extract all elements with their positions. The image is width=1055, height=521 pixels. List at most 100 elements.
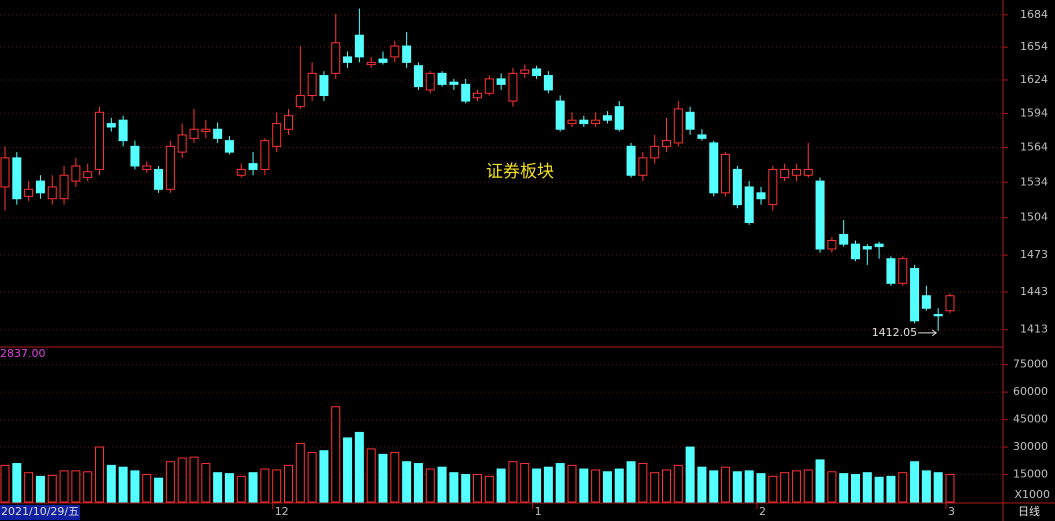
y-tick-label: 1534 [1020,175,1048,188]
date-highlight [0,505,80,520]
volume-bar [780,472,790,503]
volume-bar [130,470,140,503]
y-tick-label: 75000 [1013,358,1048,371]
candle-body [626,145,636,176]
volume-bar [307,452,317,503]
volume-bar [154,477,164,503]
candle-body [721,153,731,194]
volume-bar [921,470,931,503]
candle-body [83,171,93,179]
volume-bar [910,461,920,503]
candle-body [189,128,199,139]
volume-bar [685,446,695,503]
volume-bar [886,475,896,503]
volume-bar [827,471,837,503]
candle-body [106,123,116,128]
volume-bar [425,468,435,503]
volume-bar [83,471,93,503]
candle-body [473,92,482,99]
annotation: 1412.05 [872,326,918,339]
candle-body [910,268,920,322]
candle-body [236,168,246,176]
volume-bar [744,470,754,503]
candle-body [12,157,22,200]
candle-body [213,128,223,139]
volume-bar [461,474,471,503]
candle-body [803,168,813,176]
candle-body [874,243,884,248]
y-tick-label: 1624 [1020,73,1048,86]
volume-bar [35,475,45,503]
volume-bar [520,463,530,503]
period-label: 日线 [1018,504,1040,518]
candle-body [118,119,128,142]
volume-bar [106,464,116,503]
candle-body [177,134,187,153]
volume-bar [59,470,69,503]
volume-bar [839,473,849,503]
y-tick-label: 1504 [1020,211,1048,224]
volume-bar [508,461,518,503]
candle-body [437,72,447,85]
candle-body [685,111,695,130]
candle-body [331,42,341,74]
volume-bar [189,456,199,503]
candle-body [366,61,376,66]
candle-body [862,246,872,250]
candle-body [851,243,860,260]
volume-bar [248,472,258,503]
candle-body [413,65,423,88]
volume-bar [543,466,553,503]
volume-bar [201,463,211,503]
candle-body [921,295,931,309]
y-tick-label: 1684 [1020,8,1048,21]
candle-body [756,192,766,200]
candle-body [791,168,801,176]
candle-body [390,45,400,58]
volume-bar [213,472,223,503]
volume-bar [71,470,81,503]
volume-bar [614,468,624,503]
volume-bar [898,472,908,503]
candle-body [319,75,329,96]
volume-bar [402,461,412,503]
candle-body [95,111,104,170]
candle-body [673,108,683,144]
volume-bar [413,463,423,503]
volume-bar [496,468,506,503]
volume-bar [815,459,825,503]
candle-body [130,145,140,167]
volume-bar [236,475,246,503]
volume-bar [390,452,400,503]
unit-label: X1000 [1014,488,1050,501]
candle-body [709,142,719,194]
volume-bar [24,472,34,503]
volume-bar [484,475,494,503]
candle-body [425,72,435,91]
candle-body [933,314,943,317]
candle-body [343,56,353,63]
y-tick-label: 15000 [1013,468,1048,481]
volume-bar [331,406,341,503]
x-tick-label: 3 [948,505,955,518]
candle-body [543,75,553,91]
y-tick-label: 1413 [1020,323,1048,336]
candle-body [295,94,305,108]
candle-body [768,168,778,206]
candle-body [638,157,648,176]
volume-bar [354,431,364,503]
volume-bar [142,474,152,503]
volume-bar [260,468,270,503]
volume-bar [532,468,542,503]
candle-body [697,134,707,139]
x-tick-label: 12 [275,505,289,518]
candle-body [662,140,671,147]
volume-bar [378,453,388,503]
x-tick-label: 2 [759,505,766,518]
candle-body [24,188,34,197]
volume-bar [697,466,707,503]
candle-body [165,145,175,190]
candle-body [224,140,234,153]
candle-body [591,119,601,125]
